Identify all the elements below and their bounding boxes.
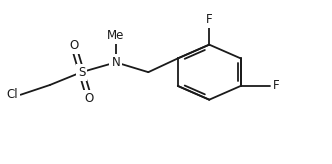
Text: O: O [69, 39, 78, 52]
Text: Me: Me [107, 29, 124, 42]
Text: F: F [206, 13, 212, 26]
Text: N: N [112, 56, 120, 69]
Text: S: S [78, 66, 85, 79]
Text: O: O [85, 92, 94, 105]
Text: Cl: Cl [6, 88, 18, 101]
Text: F: F [273, 79, 280, 92]
